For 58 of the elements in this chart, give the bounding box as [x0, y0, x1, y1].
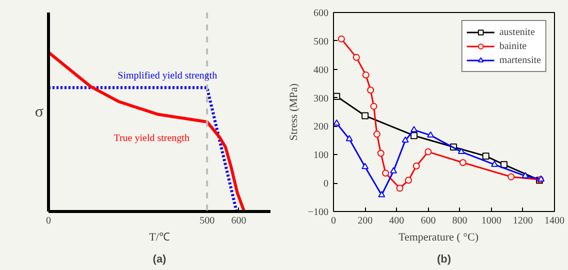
point: [491, 160, 498, 167]
series-label: Simplified yield strength: [118, 70, 218, 82]
y-tick-label: 0: [324, 178, 328, 190]
point: [362, 72, 370, 79]
point: [410, 126, 418, 132]
x-tick-label: 0: [46, 216, 51, 226]
point: [367, 86, 374, 94]
x-tick-label: 0: [331, 216, 336, 226]
text: (a): [152, 254, 167, 266]
x-tick-label: 600: [231, 216, 246, 226]
point: [402, 136, 409, 143]
point: [378, 191, 386, 198]
point: [338, 35, 345, 42]
point: [396, 184, 404, 192]
y-tick-label: 600: [314, 8, 328, 19]
series-label: True yield strength: [114, 132, 190, 144]
point: [459, 159, 466, 166]
point: [373, 130, 380, 138]
point: [404, 176, 412, 184]
y-tick-label: 200: [314, 122, 328, 133]
point: [377, 150, 384, 157]
x-tick-label: 1000: [481, 216, 502, 226]
x-axis-title: T/℃: [149, 232, 170, 244]
y-axis-title: σ: [34, 104, 44, 120]
point: [412, 162, 420, 170]
point: [352, 54, 360, 61]
point: [482, 152, 490, 160]
legend-label: bainite: [499, 40, 527, 53]
point: [362, 112, 369, 120]
y-axis-title: Stress (MPa): [288, 83, 300, 141]
point: [522, 172, 529, 178]
x-tick-label: 1400: [544, 216, 564, 226]
point: [346, 135, 353, 142]
point: [427, 131, 434, 138]
legend-label: martensite: [499, 54, 541, 67]
x-tick-label: 800: [452, 216, 468, 226]
y-tick-label: 100: [314, 150, 328, 162]
legend-label: austenite: [499, 26, 535, 39]
text: (b): [436, 254, 452, 266]
x-axis-title: Temperature ( °C): [398, 232, 479, 244]
point: [508, 173, 515, 180]
y-tick-label: −100: [308, 207, 328, 218]
point: [424, 148, 432, 156]
x-tick-label: 400: [389, 216, 404, 226]
point: [500, 161, 508, 168]
point: [410, 132, 418, 140]
y-tick-label: 400: [314, 64, 328, 76]
x-tick-label: 500: [200, 216, 215, 226]
point: [370, 102, 378, 110]
point: [390, 167, 397, 174]
x-tick-label: 600: [420, 216, 436, 226]
y-tick-label: 500: [314, 36, 328, 48]
point: [458, 148, 465, 154]
x-tick-label: 1200: [512, 216, 533, 226]
point: [382, 170, 390, 177]
point: [362, 162, 369, 170]
x-tick-label: 200: [358, 216, 373, 226]
y-tick-label: 300: [314, 93, 328, 104]
